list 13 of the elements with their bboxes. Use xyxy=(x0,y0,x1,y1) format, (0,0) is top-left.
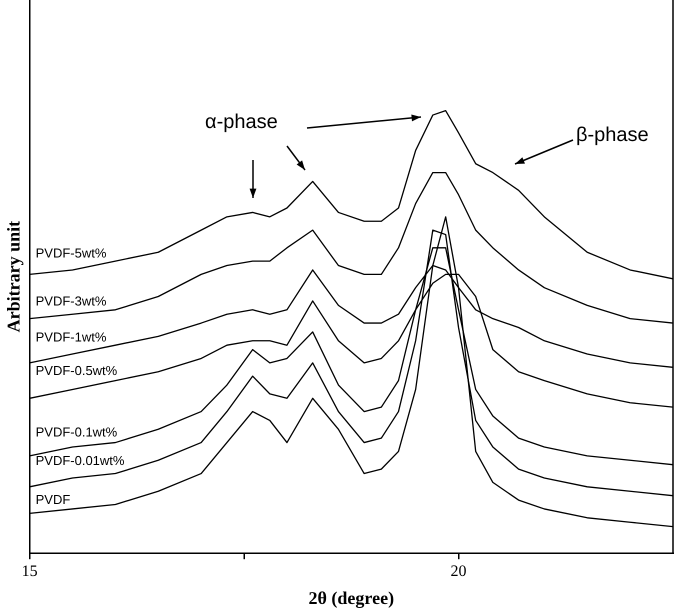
series-label: PVDF-5wt% xyxy=(36,246,107,261)
series-label: PVDF-0.1wt% xyxy=(36,424,118,440)
series-label: PVDF-0.5wt% xyxy=(36,362,118,378)
series-label: PVDF xyxy=(36,492,70,508)
series-label: PVDF-3wt% xyxy=(36,294,107,309)
y-axis-title: Arbitrary unit xyxy=(3,220,24,332)
x-tick-label: 20 xyxy=(450,563,467,580)
series-label: PVDF-1wt% xyxy=(36,330,107,345)
annotation: α-phase xyxy=(205,111,278,133)
x-axis-title: 2θ (degree) xyxy=(308,588,394,608)
series-label: PVDF-0.01wt% xyxy=(36,453,125,468)
annotation: β-phase xyxy=(576,124,649,146)
x-tick-label: 15 xyxy=(22,563,38,580)
